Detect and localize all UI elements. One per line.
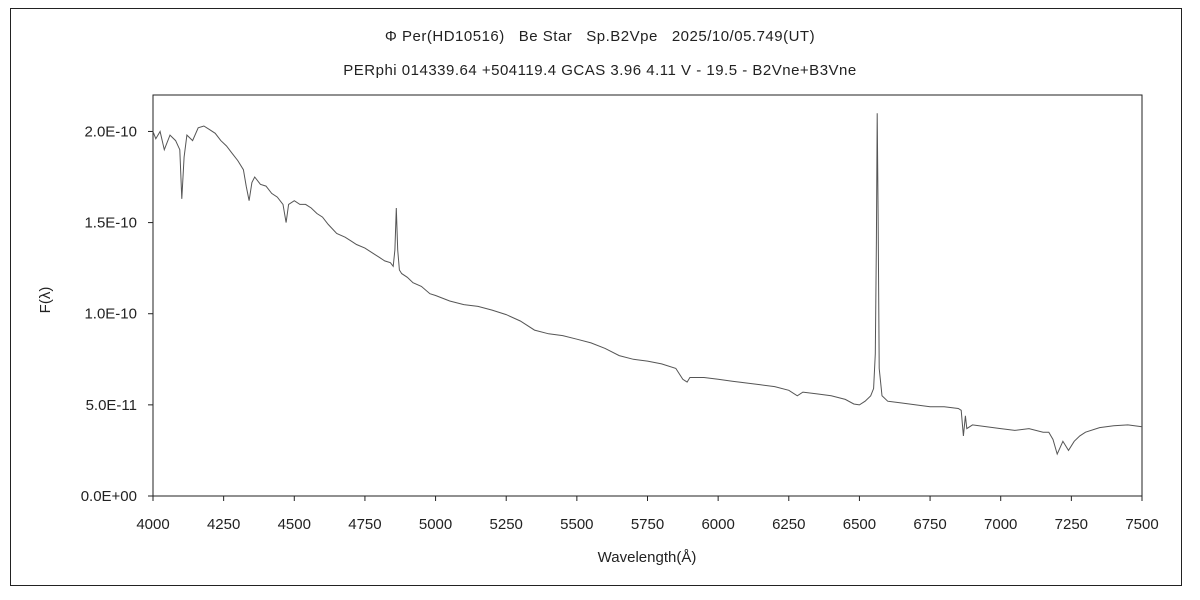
x-tick-label: 5000 — [419, 516, 452, 533]
x-axis: 4000 4250 4500 4750 5000 5250 5500 5750 6000 6250… — [136, 496, 1159, 533]
y-axis-label: F(λ) — [37, 287, 54, 314]
chart-title: Φ Per(HD10516) Be Star Sp.B2Vpe 2025/10/… — [384, 28, 816, 45]
x-tick-label: 4750 — [348, 516, 381, 533]
x-tick-label: 5750 — [631, 516, 664, 533]
x-tick-label: 4500 — [278, 516, 311, 533]
y-axis: 0.0E+00 5.0E-11 1.0E-10 1.5E-10 2.0E-10 — [81, 123, 153, 505]
y-tick-label: 5.0E-11 — [86, 397, 137, 414]
y-tick-label: 0.0E+00 — [81, 488, 137, 505]
x-tick-label: 6250 — [772, 516, 805, 533]
x-tick-label: 6500 — [843, 516, 876, 533]
spectrum-line — [152, 113, 1143, 456]
x-tick-label: 5500 — [560, 516, 593, 533]
x-tick-label: 5250 — [490, 516, 523, 533]
x-tick-label: 7250 — [1055, 516, 1088, 533]
y-tick-label: 2.0E-10 — [84, 123, 137, 140]
chart-subtitle: PERphi 014339.64 +504119.4 GCAS 3.96 4.1… — [343, 62, 857, 79]
plot-area-border — [152, 94, 1143, 497]
y-tick-label: 1.0E-10 — [84, 306, 137, 323]
x-tick-label: 6000 — [701, 516, 734, 533]
x-tick-label: 7500 — [1125, 516, 1158, 533]
x-tick-label: 6750 — [913, 516, 946, 533]
x-axis-label: Wavelength(Å) — [598, 549, 697, 566]
x-tick-label: 4250 — [207, 516, 240, 533]
chart-frame — [10, 8, 1182, 586]
x-tick-label: 7000 — [984, 516, 1017, 533]
y-tick-label: 1.5E-10 — [84, 215, 137, 232]
x-tick-label: 4000 — [136, 516, 169, 533]
